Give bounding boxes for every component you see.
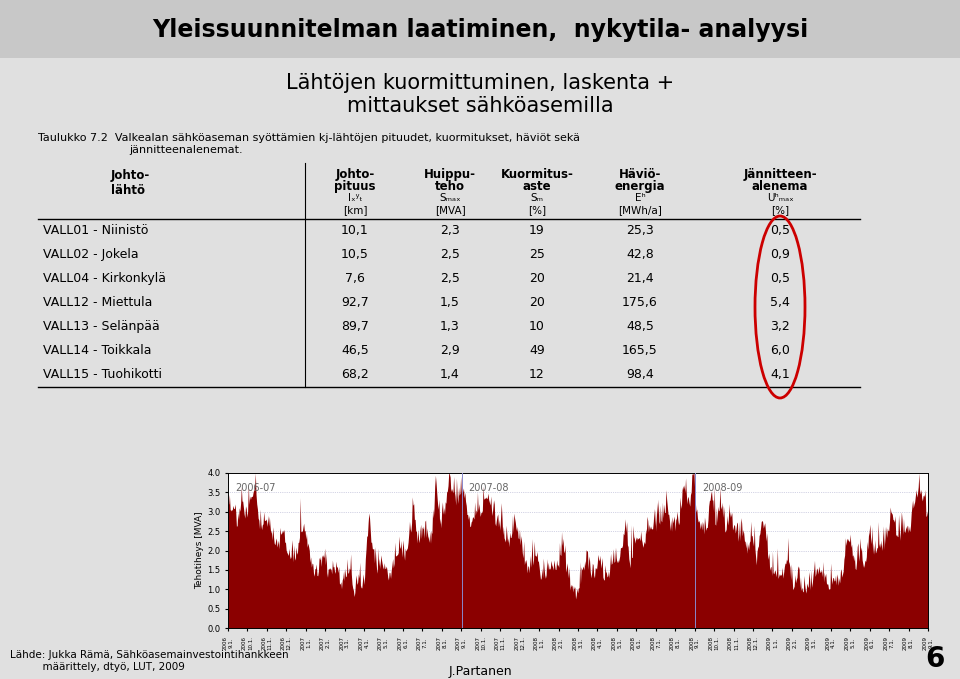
Text: VALL15 - Tuohikotti: VALL15 - Tuohikotti xyxy=(43,368,162,381)
Text: jännitteenalenemat.: jännitteenalenemat. xyxy=(130,145,243,155)
Text: Taulukko 7.2  Valkealan sähköaseman syöttämien kj-lähtöjen pituudet, kuormitukse: Taulukko 7.2 Valkealan sähköaseman syött… xyxy=(38,133,581,143)
Text: 20: 20 xyxy=(529,296,545,309)
Text: 10,1: 10,1 xyxy=(341,224,369,237)
Text: 0,5: 0,5 xyxy=(770,272,790,285)
Text: VALL02 - Jokela: VALL02 - Jokela xyxy=(43,248,138,261)
Text: 68,2: 68,2 xyxy=(341,368,369,381)
Text: 7,6: 7,6 xyxy=(345,272,365,285)
Text: 2007-08: 2007-08 xyxy=(468,483,509,493)
Text: VALL13 - Selänpää: VALL13 - Selänpää xyxy=(43,320,159,333)
Text: VALL14 - Toikkala: VALL14 - Toikkala xyxy=(43,344,152,357)
Text: 6,0: 6,0 xyxy=(770,344,790,357)
Text: 2,9: 2,9 xyxy=(440,344,460,357)
Text: 25: 25 xyxy=(529,248,545,261)
Text: alenema: alenema xyxy=(752,180,808,193)
Text: mittaukset sähköasemilla: mittaukset sähköasemilla xyxy=(347,96,613,116)
Text: 49: 49 xyxy=(529,344,545,357)
Text: Kuormitus-: Kuormitus- xyxy=(500,168,573,181)
Text: [MWh/a]: [MWh/a] xyxy=(618,205,662,215)
Text: VALL04 - Kirkonkylä: VALL04 - Kirkonkylä xyxy=(43,272,166,285)
Text: Häviö-: Häviö- xyxy=(619,168,661,181)
Text: 1,3: 1,3 xyxy=(440,320,460,333)
Text: Eʰ: Eʰ xyxy=(635,193,645,203)
Text: [%]: [%] xyxy=(528,205,546,215)
Text: 25,3: 25,3 xyxy=(626,224,654,237)
Text: Lähtöjen kuormittuminen, laskenta +: Lähtöjen kuormittuminen, laskenta + xyxy=(286,73,674,93)
Text: 48,5: 48,5 xyxy=(626,320,654,333)
Text: 2008-09: 2008-09 xyxy=(702,483,742,493)
Text: 4,1: 4,1 xyxy=(770,368,790,381)
Text: 2,5: 2,5 xyxy=(440,248,460,261)
Text: 165,5: 165,5 xyxy=(622,344,658,357)
Text: 10,5: 10,5 xyxy=(341,248,369,261)
Text: VALL01 - Niinistö: VALL01 - Niinistö xyxy=(43,224,149,237)
Text: J.Partanen: J.Partanen xyxy=(448,665,512,678)
Text: Johto-
lähtö: Johto- lähtö xyxy=(111,169,151,197)
Text: 6: 6 xyxy=(925,645,945,673)
Text: 1,5: 1,5 xyxy=(440,296,460,309)
Text: VALL12 - Miettula: VALL12 - Miettula xyxy=(43,296,153,309)
Text: teho: teho xyxy=(435,180,465,193)
Text: Sₘₐₓ: Sₘₐₓ xyxy=(439,193,461,203)
Text: 42,8: 42,8 xyxy=(626,248,654,261)
Text: 10: 10 xyxy=(529,320,545,333)
Text: Uʰₘₐₓ: Uʰₘₐₓ xyxy=(767,193,793,203)
Text: 0,9: 0,9 xyxy=(770,248,790,261)
Text: Huippu-: Huippu- xyxy=(424,168,476,181)
Y-axis label: Tehotiheys [MVA]: Tehotiheys [MVA] xyxy=(195,512,204,589)
Text: Jännitteen-: Jännitteen- xyxy=(743,168,817,181)
Text: [MVA]: [MVA] xyxy=(435,205,466,215)
Text: aste: aste xyxy=(522,180,551,193)
Bar xyxy=(0,0,960,58)
Text: 1,4: 1,4 xyxy=(440,368,460,381)
Text: lₓʸₜ: lₓʸₜ xyxy=(348,193,362,203)
Text: [km]: [km] xyxy=(343,205,368,215)
Text: Lähde: Jukka Rämä, Sähköasemainvestointihankkeen
          määrittely, dtyö, LUT: Lähde: Jukka Rämä, Sähköasemainvestointi… xyxy=(10,650,289,672)
Text: 2,3: 2,3 xyxy=(440,224,460,237)
Text: Sₘ: Sₘ xyxy=(531,193,543,203)
Text: 98,4: 98,4 xyxy=(626,368,654,381)
Text: 175,6: 175,6 xyxy=(622,296,658,309)
Text: Johto-: Johto- xyxy=(335,168,374,181)
Text: 20: 20 xyxy=(529,272,545,285)
Text: 2006-07: 2006-07 xyxy=(235,483,276,493)
Text: 89,7: 89,7 xyxy=(341,320,369,333)
Text: Yleissuunnitelman laatiminen,  nykytila- analyysi: Yleissuunnitelman laatiminen, nykytila- … xyxy=(152,18,808,42)
Text: 5,4: 5,4 xyxy=(770,296,790,309)
Text: 92,7: 92,7 xyxy=(341,296,369,309)
Text: 3,2: 3,2 xyxy=(770,320,790,333)
Text: [%]: [%] xyxy=(771,205,789,215)
Text: 2,5: 2,5 xyxy=(440,272,460,285)
Text: energia: energia xyxy=(614,180,665,193)
Text: 19: 19 xyxy=(529,224,545,237)
Text: 0,5: 0,5 xyxy=(770,224,790,237)
Text: 21,4: 21,4 xyxy=(626,272,654,285)
Text: 46,5: 46,5 xyxy=(341,344,369,357)
Text: 12: 12 xyxy=(529,368,545,381)
Text: pituus: pituus xyxy=(334,180,375,193)
